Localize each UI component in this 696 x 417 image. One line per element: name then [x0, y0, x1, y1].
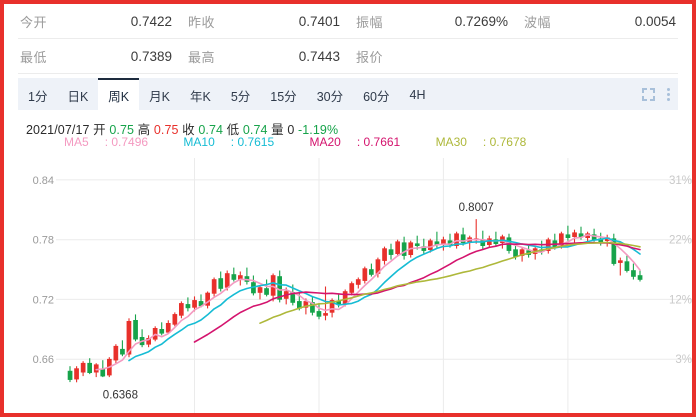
ma-legend-ma20: MA20: 0.7661 — [309, 135, 401, 149]
tab-monthly[interactable]: 月K — [149, 89, 170, 104]
chart-left-axis: 0.84 0.78 0.72 0.66 — [33, 175, 54, 366]
tab-4hour[interactable]: 4H — [409, 88, 426, 102]
quote-value: 0.7389 — [130, 48, 172, 64]
timeframe-tabbar: 1分 日K 周K 月K 年K 5分 15分 30分 60分 4H — [18, 78, 678, 110]
fullscreen-icon[interactable] — [642, 87, 655, 101]
quote-value: 0.7443 — [298, 48, 340, 64]
quote-value: 0.7269% — [454, 13, 508, 29]
ohlc-volume-value: 0 — [287, 123, 295, 137]
ohlc-close-label: 收 — [182, 123, 195, 137]
tab-15min[interactable]: 15分 — [270, 89, 297, 104]
ohlc-low-label: 低 — [226, 123, 240, 137]
tab-yearly[interactable]: 年K — [189, 89, 211, 104]
ma-legend: MA5: 0.7496 MA10: 0.7615 MA20: 0.7661 MA… — [64, 135, 558, 149]
ohlc-close-value: 0.74 — [198, 123, 224, 137]
ohlc-high-label: 高 — [137, 123, 151, 137]
quote-cell-empty — [522, 39, 678, 74]
quote-row: 最低 0.7389 最高 0.7443 报价 — [18, 39, 678, 74]
quote-label: 最高 — [188, 49, 216, 65]
quote-label: 波幅 — [524, 14, 552, 30]
svg-text:0.6368: 0.6368 — [103, 389, 138, 401]
tab-weekly[interactable]: 周K — [98, 78, 140, 110]
quote-label: 振幅 — [356, 14, 384, 30]
svg-text:0.66: 0.66 — [33, 354, 54, 366]
quote-cell-amplitude: 振幅 0.7269% — [354, 4, 522, 39]
tab-60min[interactable]: 60分 — [363, 89, 390, 104]
quote-value: 0.7401 — [298, 13, 340, 29]
svg-text:0.84: 0.84 — [33, 175, 54, 187]
ohlc-low-value: 0.74 — [242, 123, 268, 137]
kebab-menu-icon[interactable] — [667, 87, 670, 101]
tab-30min[interactable]: 30分 — [316, 89, 344, 104]
tab-5min[interactable]: 5分 — [230, 89, 251, 104]
quote-cell-open: 今开 0.7422 — [18, 4, 186, 39]
ohlc-volume-label: 量 — [271, 123, 284, 137]
quote-row: 今开 0.7422 昨收 0.7401 振幅 0.7269% 波幅 0.0054 — [18, 4, 678, 39]
svg-text:12%: 12% — [669, 294, 692, 306]
chart-right-axis: 31% 22% 12% 3% — [669, 175, 692, 366]
quote-cell-high: 最高 0.7443 — [186, 39, 354, 74]
quote-label: 最低 — [20, 49, 48, 65]
svg-text:0.72: 0.72 — [33, 294, 54, 306]
quote-label: 昨收 — [188, 14, 216, 30]
chart-annotations: 0.8007 0.6368 — [103, 202, 494, 401]
svg-text:31%: 31% — [669, 175, 692, 187]
svg-text:22%: 22% — [669, 235, 692, 247]
ohlc-change-pct: -1.19% — [297, 123, 339, 137]
quote-value: 0.7422 — [130, 13, 172, 29]
quote-cell-low: 最低 0.7389 — [18, 39, 186, 74]
quote-cell-range: 波幅 0.0054 — [522, 4, 678, 39]
ohlc-legend: 2021/07/17 开 0.75 高 0.75 收 0.74 低 0.74 量… — [26, 119, 338, 138]
chart-ma-lines — [95, 234, 641, 371]
ma-legend-ma10: MA10: 0.7615 — [183, 135, 275, 149]
chart-gridlines — [56, 158, 692, 413]
tab-daily[interactable]: 日K — [67, 89, 89, 104]
ohlc-date: 2021/07/17 — [26, 123, 90, 137]
quote-label: 报价 — [356, 49, 384, 65]
ma-legend-ma5: MA5: 0.7496 — [64, 135, 149, 149]
quote-cell-prev-close: 昨收 0.7401 — [186, 4, 354, 39]
svg-text:3%: 3% — [675, 354, 692, 366]
ohlc-open-value: 0.75 — [109, 123, 135, 137]
tabbar-actions — [642, 78, 678, 110]
ohlc-high-value: 0.75 — [153, 123, 179, 137]
quote-summary-header: 今开 0.7422 昨收 0.7401 振幅 0.7269% 波幅 0.0054… — [4, 4, 692, 74]
tab-1min[interactable]: 1分 — [28, 89, 48, 104]
candlestick-chart[interactable]: 0.84 0.78 0.72 0.66 31% 22% 12% 3% 0.8007 0.636… — [8, 152, 696, 413]
quote-label: 今开 — [20, 14, 48, 30]
chart-canvas[interactable]: 0.84 0.78 0.72 0.66 31% 22% 12% 3% 0.8007 0.636… — [8, 152, 696, 413]
tabbar-spacer — [435, 78, 642, 110]
quote-cell-quote: 报价 — [354, 39, 522, 74]
svg-text:0.8007: 0.8007 — [459, 202, 494, 214]
svg-text:0.78: 0.78 — [33, 235, 54, 247]
quote-value: 0.0054 — [634, 13, 676, 29]
ohlc-open-label: 开 — [93, 123, 106, 137]
ma-legend-ma30: MA30: 0.7678 — [435, 135, 527, 149]
